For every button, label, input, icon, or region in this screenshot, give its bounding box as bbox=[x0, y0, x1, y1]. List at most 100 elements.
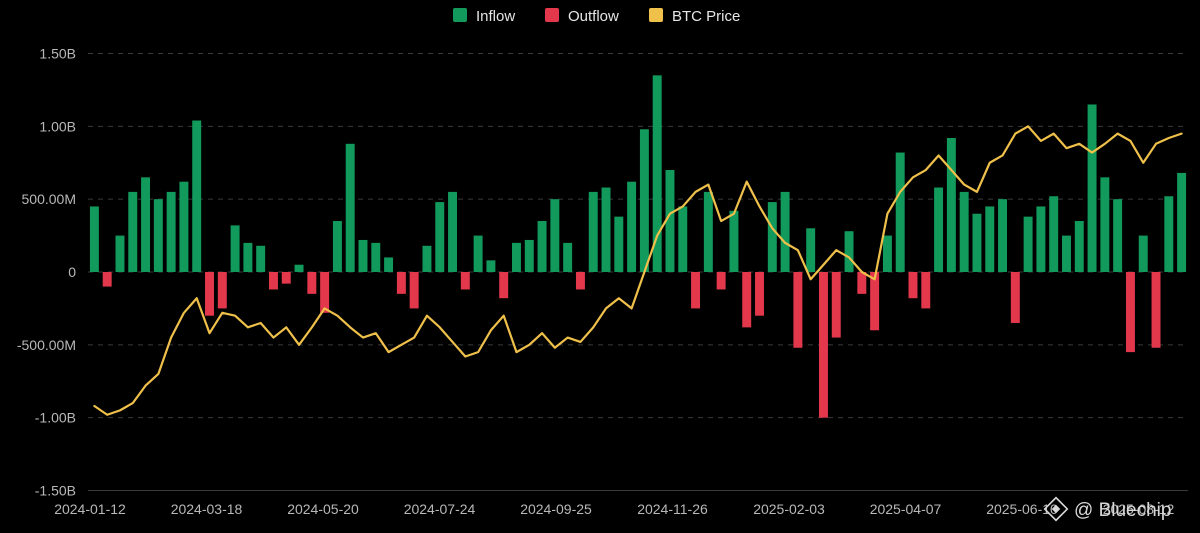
y-tick-label: 0 bbox=[68, 264, 76, 280]
x-tick-label: 2025-04-07 bbox=[870, 501, 942, 517]
legend-swatch-outflow bbox=[545, 8, 559, 22]
inflow-bar bbox=[703, 191, 713, 272]
inflow-bar bbox=[627, 181, 637, 272]
outflow-bar bbox=[396, 272, 406, 294]
outflow-bar bbox=[793, 272, 803, 348]
inflow-bar bbox=[332, 221, 342, 272]
inflow-bar bbox=[563, 242, 573, 272]
inflow-bar bbox=[665, 170, 675, 272]
outflow-bar bbox=[102, 272, 112, 287]
legend-label-outflow: Outflow bbox=[568, 8, 619, 25]
inflow-bar bbox=[89, 206, 99, 272]
y-tick-label: -1.50B bbox=[35, 483, 76, 499]
inflow-bar bbox=[1177, 172, 1187, 272]
inflow-bar bbox=[345, 143, 355, 272]
x-tick-label: 2024-11-26 bbox=[637, 501, 708, 517]
inflow-bar bbox=[153, 199, 163, 272]
inflow-bar bbox=[1036, 206, 1046, 272]
y-tick-label: 1.50B bbox=[39, 46, 76, 62]
legend-item-btc-price[interactable]: BTC Price bbox=[649, 8, 740, 25]
outflow-bar bbox=[818, 272, 828, 418]
outflow-bar bbox=[205, 272, 214, 316]
legend-swatch-inflow bbox=[453, 8, 467, 22]
legend-item-outflow[interactable]: Outflow bbox=[545, 8, 619, 25]
x-tick-label: 2025-08-12 bbox=[1103, 501, 1175, 517]
x-tick-label: 2024-09-25 bbox=[520, 501, 592, 517]
outflow-bar bbox=[499, 272, 509, 299]
inflow-bar bbox=[959, 191, 969, 272]
inflow-bar bbox=[243, 242, 253, 272]
inflow-bar bbox=[601, 187, 611, 272]
inflow-bar bbox=[767, 202, 777, 272]
inflow-bar bbox=[1023, 216, 1033, 272]
outflow-bar bbox=[691, 272, 701, 309]
x-tick-label: 2025-06-10 bbox=[986, 501, 1058, 517]
outflow-bar bbox=[307, 272, 317, 294]
inflow-bar bbox=[524, 239, 534, 272]
y-tick-label: 500.00M bbox=[22, 191, 76, 207]
inflow-bar bbox=[1164, 196, 1174, 272]
outflow-bar bbox=[281, 272, 291, 284]
btc-price-line bbox=[93, 125, 1183, 416]
inflow-bar bbox=[1138, 235, 1148, 272]
outflow-bar bbox=[831, 272, 841, 338]
inflow-bar bbox=[934, 187, 944, 272]
outflow-bar bbox=[716, 272, 726, 290]
x-tick-label: 2024-03-18 bbox=[171, 501, 243, 517]
inflow-bar bbox=[294, 264, 304, 272]
legend-label-inflow: Inflow bbox=[476, 8, 515, 25]
outflow-bar bbox=[268, 272, 278, 290]
inflow-bar bbox=[614, 216, 624, 272]
outflow-bar bbox=[857, 272, 867, 294]
watermark-text: @ Bluechip bbox=[1074, 500, 1171, 521]
inflow-bar bbox=[473, 235, 483, 272]
inflow-bar bbox=[729, 210, 739, 272]
outflow-bar bbox=[742, 272, 752, 328]
inflow-bar bbox=[537, 221, 547, 272]
inflow-bar bbox=[895, 152, 905, 272]
outflow-bar bbox=[755, 272, 764, 316]
x-axis: 2024-01-12 2024-03-18 2024-05-20 2024-07-24… bbox=[54, 501, 1174, 517]
outflow-bar bbox=[870, 272, 880, 331]
inflow-bar bbox=[256, 245, 266, 272]
inflow-bar bbox=[1062, 235, 1071, 272]
flow-bars bbox=[89, 75, 1187, 418]
inflow-bar bbox=[384, 257, 394, 272]
inflow-bar bbox=[486, 260, 496, 272]
btc-price-line-group bbox=[93, 125, 1183, 416]
inflow-bar bbox=[1049, 196, 1059, 272]
outflow-bar bbox=[1010, 272, 1020, 323]
inflow-bar bbox=[179, 181, 189, 272]
inflow-bar bbox=[588, 191, 598, 272]
inflow-bar bbox=[678, 206, 688, 272]
outflow-bar bbox=[1125, 272, 1135, 353]
inflow-bar bbox=[550, 199, 560, 272]
legend-label-btc-price: BTC Price bbox=[672, 8, 740, 25]
legend-swatch-btc-price bbox=[649, 8, 663, 22]
y-tick-label: -500.00M bbox=[17, 337, 76, 353]
x-tick-label: 2024-01-12 bbox=[54, 501, 126, 517]
inflow-bar bbox=[1113, 199, 1123, 272]
inflow-bar bbox=[192, 120, 202, 272]
outflow-bar bbox=[217, 272, 227, 309]
outflow-bar bbox=[320, 272, 330, 313]
inflow-bar bbox=[780, 191, 790, 272]
inflow-bar bbox=[358, 239, 368, 272]
inflow-bar bbox=[512, 242, 521, 272]
inflow-bar bbox=[448, 191, 458, 272]
inflow-bar bbox=[985, 206, 995, 272]
outflow-bar bbox=[409, 272, 419, 309]
inflow-bar bbox=[115, 235, 125, 272]
outflow-bar bbox=[908, 272, 918, 299]
y-tick-label: -1.00B bbox=[35, 410, 76, 426]
inflow-bar bbox=[230, 225, 240, 272]
inflow-bar bbox=[1074, 221, 1084, 272]
outflow-bar bbox=[921, 272, 931, 309]
inflow-bar bbox=[639, 129, 649, 272]
inflow-bar bbox=[806, 228, 816, 272]
inflow-bar bbox=[972, 213, 982, 272]
inflow-bar bbox=[422, 245, 432, 272]
legend-item-inflow[interactable]: Inflow bbox=[453, 8, 515, 25]
inflow-bar bbox=[946, 137, 956, 272]
